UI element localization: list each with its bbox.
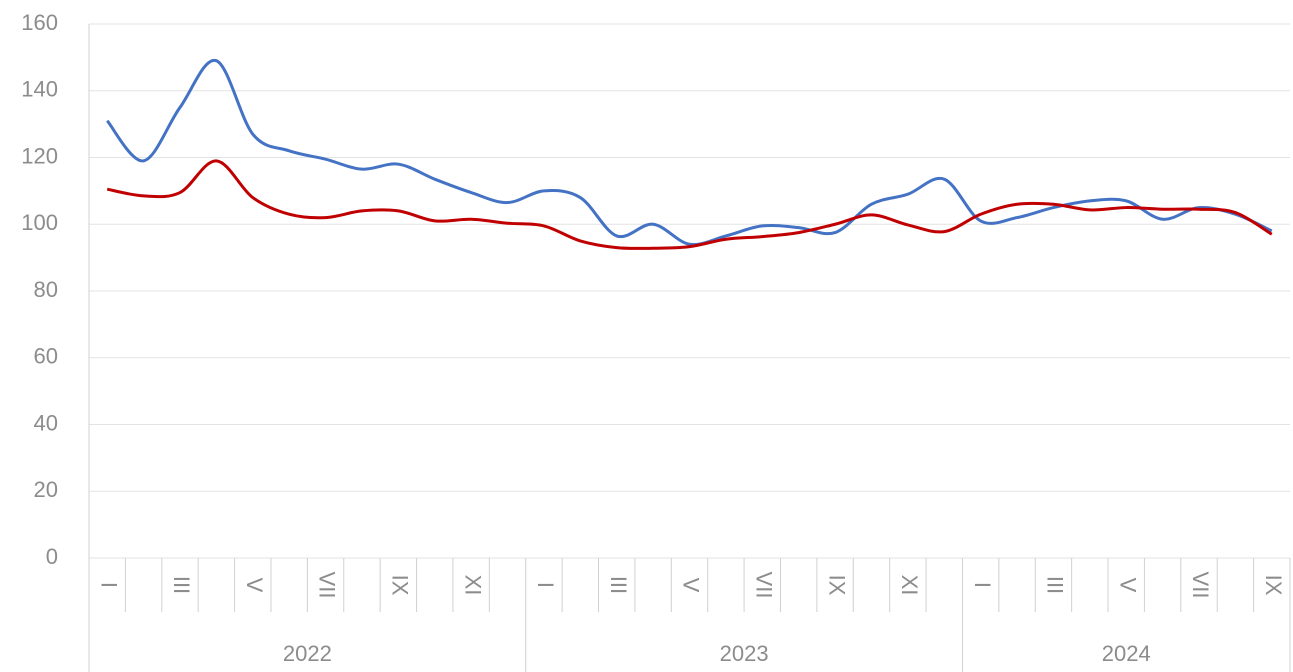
y-tick-label: 140 [21,77,58,102]
x-tick-label: IX [1261,575,1286,596]
x-tick-label: V [679,578,704,593]
x-tick-label: VII [315,572,340,599]
y-tick-label: 40 [34,410,58,435]
x-tick-label: III [169,576,194,594]
x-tick-label: IX [388,575,413,596]
x-tick-label: V [1115,578,1140,593]
series-line [106,159,1273,250]
group-label: 2024 [1102,641,1151,666]
x-tick-label: III [1043,576,1068,594]
x-tick-label: VII [1188,572,1213,599]
y-tick-label: 160 [21,10,58,35]
x-tick-label: V [242,578,267,593]
x-tick-label: III [606,576,631,594]
series-line [106,59,1273,247]
group-label: 2022 [283,641,332,666]
group-label: 2023 [720,641,769,666]
y-tick-label: 100 [21,210,58,235]
x-tick-label: IX [824,575,849,596]
x-tick-label: I [96,582,121,588]
x-tick-label: I [533,582,558,588]
x-tick-label: VII [751,572,776,599]
x-tick-label: XI [897,575,922,596]
y-tick-label: 120 [21,143,58,168]
y-tick-label: 80 [34,277,58,302]
y-tick-label: 20 [34,477,58,502]
y-tick-label: 0 [46,544,58,569]
x-tick-label: XI [460,575,485,596]
y-tick-label: 60 [34,344,58,369]
x-tick-label: I [970,582,995,588]
